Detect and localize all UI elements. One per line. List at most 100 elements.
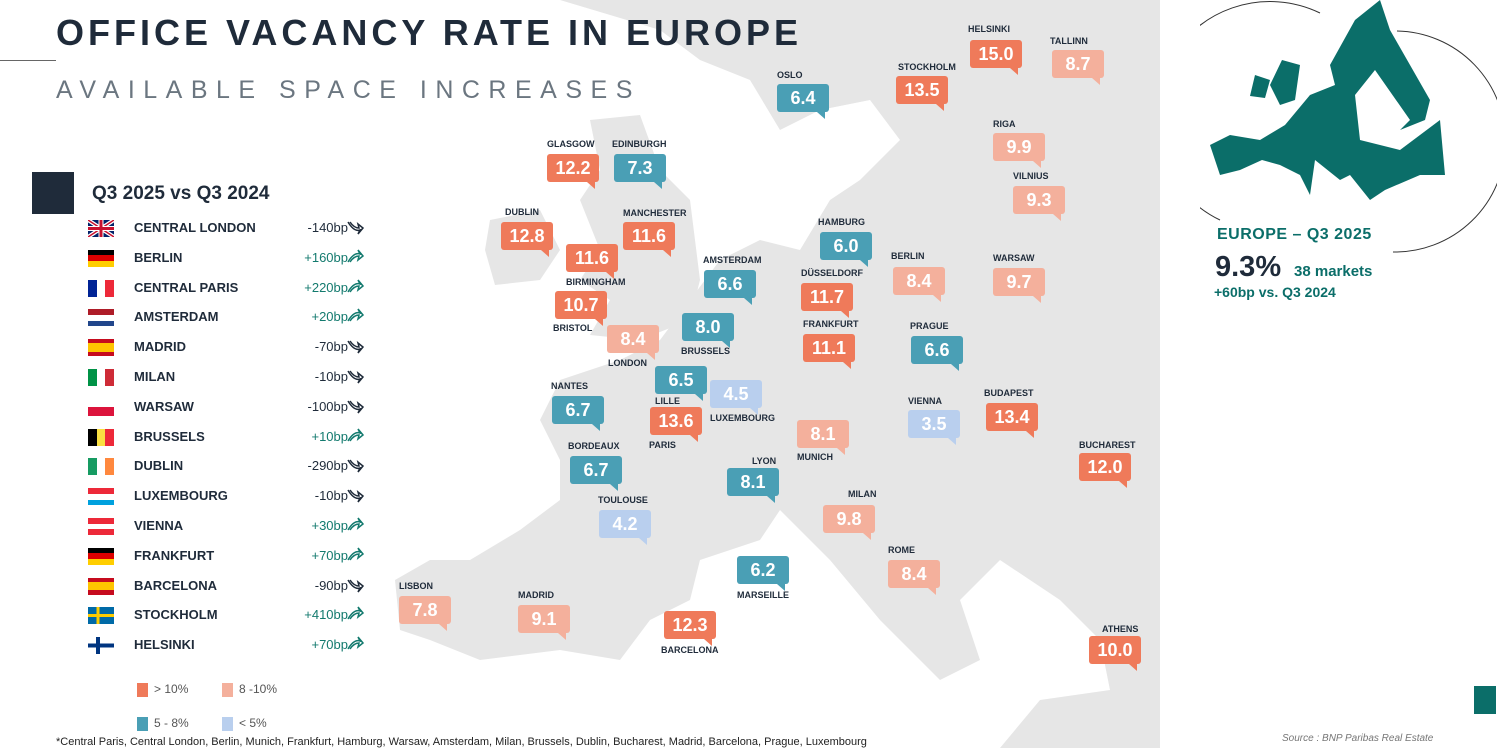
trend-down-icon [347,489,364,503]
city-value-callout: 6.7 [570,456,622,491]
city-value-callout: 12.8 [501,222,553,257]
trend-up-icon [347,547,364,561]
flag-es-icon [88,577,114,595]
comparison-row: BARCELONA -90bp [88,576,368,596]
flag-ie-icon [88,458,114,476]
city-value-callout: 11.7 [801,283,853,318]
row-delta: -10bp [314,369,348,384]
row-delta: +30bp [311,518,348,533]
city-label: EDINBURGH [612,139,667,149]
city-label: MADRID [518,590,554,600]
city-value-callout: 6.6 [911,336,963,371]
europe-vacancy-value: 9.3% [1215,251,1282,283]
city-value-callout: 7.8 [399,596,451,631]
city-value-callout: 10.0 [1089,636,1141,671]
city-value-callout: 12.0 [1079,453,1131,488]
city-label: VILNIUS [1013,171,1049,181]
city-value-callout: 9.7 [993,268,1045,303]
page-subtitle: AVAILABLE SPACE INCREASES [56,76,641,104]
row-delta: +70bp [311,547,348,563]
trend-up-icon [347,517,364,531]
row-city: CENTRAL PARIS [134,279,239,295]
city-value-callout: 6.2 [737,556,789,591]
city-value-callout: 8.4 [888,560,940,595]
city-value-callout: 8.1 [797,420,849,455]
city-value-callout: 13.5 [896,76,948,111]
city-value-callout: 6.7 [552,396,604,431]
city-value-callout: 8.4 [893,267,945,302]
city-value-callout: 11.1 [803,334,855,369]
flag-de-icon [88,249,114,267]
city-value-callout: 9.9 [993,133,1045,168]
europe-markets-count: 38 markets [1294,263,1373,280]
city-label: BUCHAREST [1079,440,1136,450]
city-value-callout: 8.4 [607,325,659,360]
emblem-arc-right [1392,30,1497,253]
flag-nl-icon [88,309,114,327]
comparison-row: VIENNA +30bp [88,516,368,536]
trend-down-icon [347,400,364,414]
footnote: *Central Paris, Central London, Berlin, … [56,736,867,748]
city-value-callout: 15.0 [970,40,1022,75]
city-value-callout: 11.6 [623,222,675,257]
city-label: DÜSSELDORF [801,268,864,278]
city-label: BIRMINGHAM [566,277,626,287]
row-city: WARSAW [134,398,194,414]
comparison-row: FRANKFURT +70bp [88,546,368,566]
city-value-callout: 6.0 [820,232,872,267]
legend-label: 5 - 8% [154,716,189,730]
city-value-callout: 9.8 [823,505,875,540]
title-rule [0,60,56,61]
city-value-callout: 13.4 [986,403,1038,438]
city-value-callout: 4.2 [599,510,651,545]
city-value-callout: 3.5 [908,410,960,445]
row-city: HELSINKI [134,637,195,653]
legend-label: > 10% [154,682,189,696]
flag-lu-icon [88,488,114,506]
trend-up-icon [347,606,364,620]
city-label: AMSTERDAM [703,255,762,265]
comparison-row: CENTRAL LONDON -140bp [88,218,368,238]
city-value-callout: 6.5 [655,366,707,401]
comparison-row: STOCKHOLM +410bp [88,605,368,625]
row-delta: +410bp [304,607,348,623]
city-label: DUBLIN [505,207,539,217]
row-delta: -70bp [314,339,348,355]
city-label: MARSEILLE [737,590,790,600]
city-label: PRAGUE [910,321,949,331]
flag-de-icon [88,547,114,565]
trend-up-icon [347,428,364,442]
trend-down-icon [347,221,364,235]
row-city: MILAN [134,369,176,384]
row-delta: -90bp [314,577,348,593]
city-value-callout: 11.6 [566,244,618,279]
row-city: BARCELONA [134,577,218,593]
city-label: LUXEMBOURG [710,413,775,423]
trend-up-icon [347,249,364,263]
page-title: OFFICE VACANCY RATE IN EUROPE [56,12,803,53]
comparison-row: BERLIN +160bp [88,248,368,268]
trend-down-icon [347,579,364,593]
city-label: NANTES [551,381,589,391]
flag-se-icon [88,607,114,625]
row-city: STOCKHOLM [134,607,218,623]
city-label: HELSINKI [968,24,1011,34]
city-label: ROME [888,545,915,555]
comparison-row: MILAN -10bp [88,367,368,387]
flag-it-icon [88,369,114,386]
row-delta: +160bp [304,249,348,265]
row-city: BERLIN [134,249,183,265]
legend-swatch [137,682,148,697]
flag-be-icon [88,428,114,446]
row-delta: -290bp [307,458,348,474]
legend-item: 8 -10% [222,682,277,697]
row-city: BRUSSELS [134,428,205,444]
city-value-callout: 10.7 [555,291,607,326]
legend-swatch [137,716,148,731]
row-city: LUXEMBOURG [134,488,228,504]
comparison-row: AMSTERDAM +20bp [88,307,368,327]
legend-swatch [222,716,233,731]
comparison-row: MADRID -70bp [88,337,368,357]
city-label: MILAN [848,489,877,499]
city-label: MANCHESTER [623,208,687,218]
